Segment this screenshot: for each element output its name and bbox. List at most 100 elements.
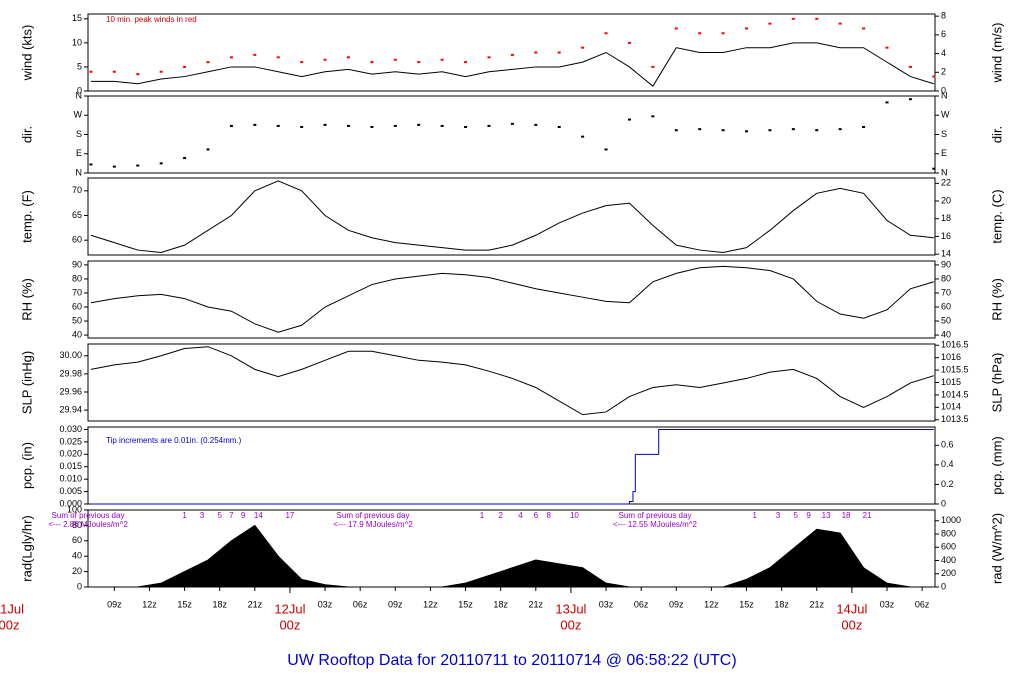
data-dot: [136, 73, 140, 76]
data-dot: [89, 163, 93, 166]
hour-mark: 1: [752, 511, 757, 520]
hour-mark: 13: [822, 511, 831, 520]
data-dot: [183, 65, 187, 68]
hour-mark: 9: [241, 511, 246, 520]
data-dot: [604, 32, 608, 35]
data-dot: [908, 98, 912, 101]
y2-tick-label: 0.4: [941, 459, 954, 469]
x-tick-label: 18z: [493, 599, 508, 609]
y-tick-label: 0.015: [59, 461, 82, 471]
y-axis-label: pcp. (in): [19, 442, 34, 489]
hour-mark: 1: [182, 511, 187, 520]
data-dot: [253, 123, 257, 126]
x-tick-label: 15z: [458, 599, 473, 609]
y2-tick-label: 16: [941, 231, 951, 241]
data-dot: [651, 65, 655, 68]
data-dot: [440, 124, 444, 127]
data-line: [90, 346, 934, 416]
hour-mark: 6: [534, 511, 539, 520]
hour-mark: 14: [254, 511, 263, 520]
y-tick-label: 50: [72, 315, 82, 325]
y-tick-label: 20: [72, 566, 82, 576]
y-tick-label: 60: [72, 535, 82, 545]
data-dot: [932, 75, 936, 78]
data-dot: [768, 22, 772, 25]
y-tick-label: W: [74, 110, 83, 120]
y-axis-label: temp. (F): [19, 190, 34, 243]
panel-frame: [87, 13, 936, 92]
y-tick-label: 65: [72, 210, 82, 220]
data-dot: [206, 148, 210, 151]
data-dot: [323, 123, 327, 126]
data-dot: [229, 56, 233, 59]
data-dot: [698, 32, 702, 35]
data-dot: [89, 70, 93, 73]
data-dot: [815, 17, 819, 20]
sum-total: <--- 2.86 MJoules/m^2: [48, 520, 128, 529]
data-dot: [464, 61, 468, 64]
panel-frame: [87, 260, 936, 339]
hour-mark: 7: [229, 511, 234, 520]
hour-mark: 9: [806, 511, 811, 520]
y2-tick-label: 0: [941, 85, 946, 95]
data-area: [90, 524, 934, 588]
x-tick-label: 03z: [318, 599, 333, 609]
panel-frame: [87, 343, 936, 422]
y2-tick-label: 4: [941, 48, 946, 58]
y2-tick-label: 0: [941, 581, 946, 591]
sum-label: Sum of previous day: [619, 511, 692, 520]
hour-mark: 8: [546, 511, 551, 520]
data-dot: [721, 129, 725, 132]
data-dot: [323, 58, 327, 61]
y-tick-label: E: [76, 148, 82, 158]
data-dot: [300, 61, 304, 64]
data-line: [90, 265, 934, 333]
data-dot: [112, 165, 116, 168]
y-tick-label: 15: [72, 13, 82, 23]
data-dot: [768, 129, 772, 132]
y-tick-label: 29.96: [59, 386, 82, 396]
data-dot: [440, 58, 444, 61]
y2-tick-label: 1000: [941, 515, 961, 525]
data-line: [90, 180, 934, 254]
hour-mark: 2: [498, 511, 503, 520]
data-dot: [862, 126, 866, 129]
date-label: 11Jul: [0, 601, 24, 616]
y-tick-label: 0.030: [59, 424, 82, 434]
hour-mark: 5: [793, 511, 798, 520]
y-tick-label: 5: [77, 61, 82, 71]
data-dot: [510, 53, 514, 56]
y2-tick-label: N: [941, 167, 948, 177]
data-dot: [698, 128, 702, 131]
data-dot: [417, 61, 421, 64]
y2-tick-label: 1013.5: [941, 414, 969, 424]
y-tick-label: N: [76, 90, 83, 100]
x-tick-label: 21z: [248, 599, 263, 609]
y2-tick-label: 60: [941, 301, 951, 311]
y2-tick-label: 1016.5: [941, 340, 969, 350]
hour-mark: 3: [200, 511, 205, 520]
y2-tick-label: 14: [941, 248, 951, 258]
data-dot: [206, 61, 210, 64]
data-dot: [674, 27, 678, 30]
y2-axis-label: rad (W/m^2): [989, 513, 1004, 584]
x-tick-label: 21z: [810, 599, 825, 609]
chart-title: UW Rooftop Data for 20110711 to 20110714…: [287, 652, 736, 669]
y-tick-label: 0: [77, 581, 82, 591]
data-dot: [932, 167, 936, 170]
x-tick-label: 18z: [774, 599, 789, 609]
y2-tick-label: 400: [941, 555, 956, 565]
y2-tick-label: 1014: [941, 402, 961, 412]
data-dot: [346, 56, 350, 59]
data-dot: [815, 129, 819, 132]
y-tick-label: 40: [72, 329, 82, 339]
y-tick-label: 60: [72, 301, 82, 311]
x-tick-label: 12z: [142, 599, 157, 609]
sum-total: <--- 12.55 MJoules/m^2: [613, 520, 698, 529]
y2-tick-label: 22: [941, 178, 951, 188]
data-dot: [300, 126, 304, 129]
y-axis-label: SLP (inHg): [19, 351, 34, 414]
y2-tick-label: 600: [941, 542, 956, 552]
